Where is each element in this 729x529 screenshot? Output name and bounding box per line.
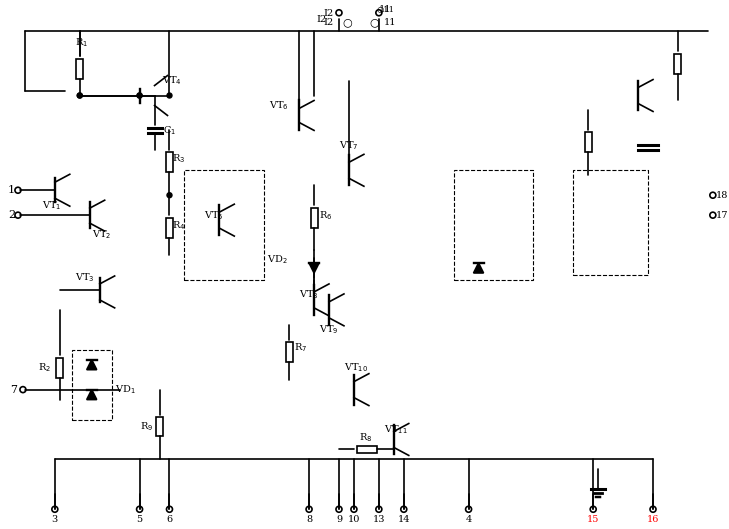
Bar <box>311 208 318 228</box>
Text: 6: 6 <box>166 515 173 524</box>
Polygon shape <box>474 263 483 273</box>
Text: 15: 15 <box>587 515 599 524</box>
Text: VT$_1$: VT$_1$ <box>42 199 61 212</box>
Text: 11: 11 <box>379 5 391 14</box>
Text: 1: 1 <box>8 185 15 195</box>
Bar <box>156 416 163 436</box>
Polygon shape <box>87 360 97 370</box>
Text: R$_9$: R$_9$ <box>139 420 153 433</box>
Circle shape <box>77 93 82 98</box>
Bar <box>573 170 648 275</box>
Bar <box>674 53 682 74</box>
Circle shape <box>137 93 142 98</box>
Text: 11: 11 <box>384 18 397 27</box>
Bar <box>286 342 292 362</box>
Text: VD$_2$: VD$_2$ <box>268 253 288 267</box>
Text: VT$_6$: VT$_6$ <box>269 99 289 112</box>
Circle shape <box>77 93 82 98</box>
Text: VT$_8$: VT$_8$ <box>299 288 319 302</box>
Bar <box>71 350 112 419</box>
Text: R$_4$: R$_4$ <box>173 218 186 232</box>
Bar <box>357 446 377 453</box>
Bar <box>585 132 592 152</box>
Text: R$_6$: R$_6$ <box>319 209 332 222</box>
Polygon shape <box>87 390 97 399</box>
Text: R$_1$: R$_1$ <box>75 37 87 49</box>
Text: 3: 3 <box>52 515 58 524</box>
Bar <box>184 170 264 280</box>
Bar <box>77 59 83 79</box>
Text: VT$_3$: VT$_3$ <box>75 271 94 285</box>
Text: 2: 2 <box>8 210 15 220</box>
Text: VT$_9$: VT$_9$ <box>319 323 338 336</box>
Bar <box>166 218 173 238</box>
Text: 14: 14 <box>397 515 410 524</box>
Text: I2: I2 <box>324 10 334 19</box>
Text: R$_2$: R$_2$ <box>38 361 51 374</box>
Text: 9: 9 <box>336 515 342 524</box>
Text: 7: 7 <box>10 385 17 395</box>
Text: 16: 16 <box>647 515 659 524</box>
Text: VT$_{10}$: VT$_{10}$ <box>344 361 368 374</box>
Text: R$_8$: R$_8$ <box>359 431 373 444</box>
Text: I2: I2 <box>317 15 327 24</box>
Text: ○11: ○11 <box>377 6 395 14</box>
Text: R$_7$: R$_7$ <box>294 341 308 354</box>
Text: VT$_7$: VT$_7$ <box>339 139 359 152</box>
Text: VT$_4$: VT$_4$ <box>162 74 182 87</box>
Text: 17: 17 <box>716 211 728 220</box>
Text: VT$_{11}$: VT$_{11}$ <box>384 423 408 436</box>
Text: ○: ○ <box>369 18 379 28</box>
Polygon shape <box>309 263 319 273</box>
Circle shape <box>167 193 172 198</box>
Text: 8: 8 <box>306 515 312 524</box>
Circle shape <box>167 93 172 98</box>
Text: 5: 5 <box>136 515 143 524</box>
Text: 10: 10 <box>348 515 360 524</box>
Bar <box>453 170 534 280</box>
Text: I2: I2 <box>324 18 334 27</box>
Text: 4: 4 <box>465 515 472 524</box>
Text: C$_1$: C$_1$ <box>163 124 176 137</box>
Text: R$_3$: R$_3$ <box>173 152 186 165</box>
Text: VT$_5$: VT$_5$ <box>204 209 224 222</box>
Bar <box>166 152 173 172</box>
Text: ○: ○ <box>342 18 352 28</box>
Text: VD$_1$: VD$_1$ <box>114 383 136 396</box>
Text: 13: 13 <box>373 515 385 524</box>
Circle shape <box>137 93 142 98</box>
Bar <box>56 358 63 378</box>
Text: 18: 18 <box>716 191 728 200</box>
Text: VT$_2$: VT$_2$ <box>92 229 111 242</box>
